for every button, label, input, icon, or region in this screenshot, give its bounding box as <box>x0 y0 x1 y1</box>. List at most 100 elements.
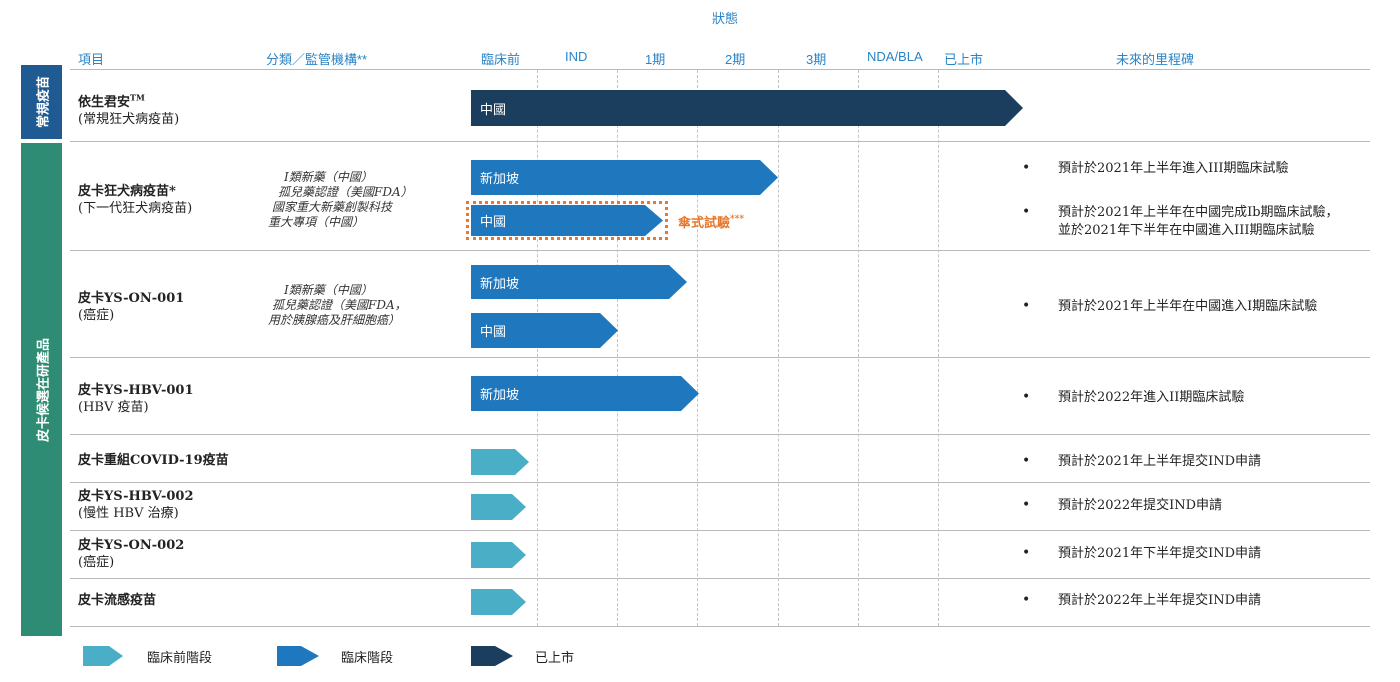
bullet-icon: • <box>1022 298 1031 314</box>
bullet-icon: • <box>1022 497 1031 513</box>
product-name: 皮卡YS-ON-001 (癌症) <box>78 290 184 324</box>
product-subtitle: (癌症) <box>78 555 115 570</box>
header-category: 分類／監管機構** <box>266 52 368 67</box>
legend-launched-swatch <box>471 646 513 666</box>
bar-clinical: 新加坡 <box>471 376 699 411</box>
phase-gridline <box>537 70 538 626</box>
bullet-icon: • <box>1022 160 1031 176</box>
bar-launched: 中國 <box>471 90 1023 126</box>
bullet-icon: • <box>1022 204 1031 220</box>
bar-preclinical <box>471 449 529 475</box>
header-project: 項目 <box>78 52 105 67</box>
umbrella-trial-note: 傘式試驗*** <box>678 212 744 231</box>
milestone-text: 預計於2022年進入II期臨床試驗 <box>1058 390 1245 405</box>
bar-label: 中國 <box>480 214 507 229</box>
product-name: 皮卡重組COVID-19疫苗 <box>78 452 229 469</box>
product-subtitle: (癌症) <box>78 308 115 323</box>
phase-gridline <box>938 70 939 626</box>
milestone-text: 並於2021年下半年在中國進入III期臨床試驗 <box>1058 223 1315 238</box>
product-name-main: 皮卡重組COVID-19疫苗 <box>78 453 229 468</box>
bullet-icon: • <box>1022 545 1031 561</box>
bar-label: 中國 <box>480 101 507 117</box>
category-routine-label: 常規疫苗 <box>35 75 50 129</box>
milestone-text: 預計於2021年上半年在中國進入I期臨床試驗 <box>1058 299 1318 314</box>
product-name-main: 皮卡狂犬病疫苗* <box>78 184 176 199</box>
legend-preclinical-label: 臨床前階段 <box>147 651 213 666</box>
header-preclinical: 臨床前 <box>481 52 521 67</box>
product-name-main: 皮卡YS-HBV-001 <box>78 383 194 398</box>
milestone-text: 預計於2022年上半年提交IND申請 <box>1058 593 1262 608</box>
product-subtitle: (HBV 疫苗) <box>78 400 149 415</box>
product-name-main: 皮卡流感疫苗 <box>78 593 157 608</box>
header-launched: 已上市 <box>944 52 984 67</box>
product-name: 依生君安TM (常規狂犬病疫苗) <box>78 90 179 128</box>
milestone-text: 預計於2021年上半年在中國完成Ib期臨床試驗， <box>1058 205 1339 220</box>
bullet-icon: • <box>1022 592 1031 608</box>
bar-clinical: 新加坡 <box>471 160 778 195</box>
status-title: 狀態 <box>712 11 739 26</box>
regulatory-item: 孤兒藥認證（美國FDA， <box>272 298 407 312</box>
row-divider <box>70 578 1370 579</box>
bar-clinical: 新加坡 <box>471 265 687 299</box>
bar-clinical: 中國 <box>471 313 618 348</box>
legend-clinical-swatch <box>277 646 319 666</box>
bar-label: 新加坡 <box>480 387 520 402</box>
milestone-text: 預計於2021年下半年提交IND申請 <box>1058 546 1262 561</box>
regulatory-item: I類新藥（中國） <box>284 170 373 184</box>
row-divider <box>70 530 1370 531</box>
umbrella-trial-highlight <box>466 201 668 240</box>
row-divider <box>70 141 1370 142</box>
bar-preclinical <box>471 589 526 615</box>
product-name-main: 皮卡YS-HBV-002 <box>78 489 194 504</box>
bar-preclinical <box>471 494 526 520</box>
product-name: 皮卡流感疫苗 <box>78 592 156 609</box>
category-candidates-label: 皮卡候選在研產品 <box>35 337 50 442</box>
product-subtitle: (常規狂犬病疫苗) <box>78 112 180 128</box>
regulatory-item: I類新藥（中國） <box>284 283 373 297</box>
product-name-main: 皮卡YS-ON-001 <box>78 291 185 306</box>
regulatory-item: 用於胰腺癌及肝細胞癌） <box>268 313 401 327</box>
product-subtitle: (慢性 HBV 治療) <box>78 506 179 521</box>
regulatory-item: 重大專項（中國） <box>268 215 365 229</box>
regulatory-item: 國家重大新藥創製科技 <box>272 200 393 214</box>
header-nda-bla: NDA/BLA <box>867 49 923 64</box>
product-name: 皮卡狂犬病疫苗* (下一代狂犬病疫苗) <box>78 183 192 217</box>
regulatory-list: I類新藥（中國） 孤兒藥認證（美國FDA， 用於胰腺癌及肝細胞癌） <box>268 283 407 328</box>
product-name-mark: TM <box>130 93 145 103</box>
row-divider <box>70 482 1370 483</box>
phase-gridline <box>778 70 779 626</box>
bar-preclinical <box>471 542 526 568</box>
regulatory-item: 孤兒藥認證（美國FDA） <box>278 185 413 199</box>
row-divider <box>70 250 1370 251</box>
bar-label: 新加坡 <box>480 171 520 186</box>
product-subtitle: (下一代狂犬病疫苗) <box>78 201 193 216</box>
product-name-main: 皮卡YS-ON-002 <box>78 538 185 553</box>
row-divider <box>70 434 1370 435</box>
header-phase1: 1期 <box>645 52 666 67</box>
product-name: 皮卡YS-HBV-001 (HBV 疫苗) <box>78 382 193 416</box>
header-phase3: 3期 <box>806 52 827 67</box>
bullet-icon: • <box>1022 453 1031 469</box>
category-routine: 常規疫苗 <box>21 65 62 139</box>
header-milestones: 未來的里程碑 <box>1116 52 1195 67</box>
milestone-text: 預計於2022年提交IND申請 <box>1058 498 1223 513</box>
phase-gridline <box>617 70 618 626</box>
row-divider <box>70 69 1370 70</box>
bar-label: 中國 <box>480 324 507 339</box>
header-phase2: 2期 <box>725 52 746 67</box>
product-name: 皮卡YS-ON-002 (癌症) <box>78 537 184 571</box>
bar-label: 新加坡 <box>480 275 520 291</box>
legend-preclinical-swatch <box>83 646 123 666</box>
milestone-text: 預計於2021年上半年提交IND申請 <box>1058 454 1262 469</box>
row-divider <box>70 626 1370 627</box>
umbrella-trial-label: 傘式試驗 <box>678 216 731 231</box>
umbrella-trial-mark: *** <box>730 214 745 225</box>
bullet-icon: • <box>1022 389 1031 405</box>
phase-gridline <box>697 70 698 626</box>
header-ind: IND <box>565 49 588 64</box>
row-divider <box>70 357 1370 358</box>
product-name-main: 依生君安 <box>78 95 131 111</box>
legend-clinical-label: 臨床階段 <box>341 651 394 666</box>
category-candidates: 皮卡候選在研產品 <box>21 143 62 636</box>
legend-launched-label: 已上市 <box>535 651 575 666</box>
